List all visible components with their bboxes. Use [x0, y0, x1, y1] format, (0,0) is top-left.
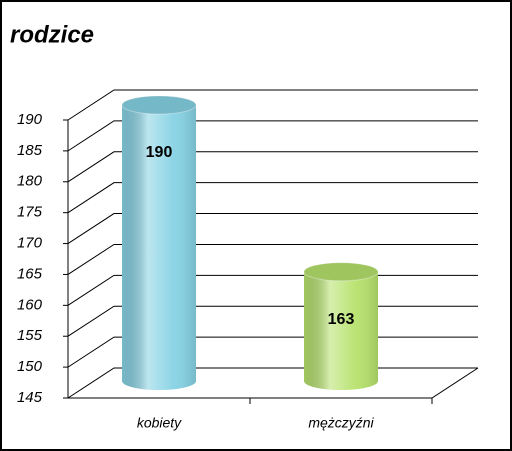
- bar-shade: [122, 105, 196, 390]
- value-label: 190: [146, 144, 173, 161]
- y-tick-label: 175: [17, 204, 43, 221]
- chart-title: rodzice: [10, 21, 94, 48]
- grid-line: [67, 213, 478, 244]
- y-tick-label: 185: [17, 142, 43, 159]
- grid-line: [67, 151, 478, 183]
- y-tick-label: 145: [17, 389, 43, 406]
- y-tick-label: 155: [17, 327, 43, 344]
- y-tick-label: 150: [17, 358, 43, 375]
- y-tick-label: 170: [17, 235, 43, 252]
- x-tick-label: kobiety: [137, 415, 182, 431]
- y-tick-label: 190: [17, 111, 43, 128]
- grid-line: [67, 120, 478, 152]
- bar-shade: [304, 271, 378, 390]
- value-label: 163: [328, 311, 355, 328]
- grid-line: [67, 89, 478, 121]
- bar-top: [303, 262, 379, 282]
- grid-line: [67, 182, 478, 214]
- y-tick-label: 160: [17, 296, 43, 313]
- y-tick-label: 180: [17, 173, 43, 190]
- bar-top-shade: [122, 96, 196, 114]
- y-tick-label: 165: [17, 265, 43, 282]
- x-tick-label: mężczyźni: [308, 415, 374, 431]
- grid-line: [67, 243, 478, 275]
- bar-top-shade: [304, 262, 378, 281]
- bar-top: [121, 95, 197, 115]
